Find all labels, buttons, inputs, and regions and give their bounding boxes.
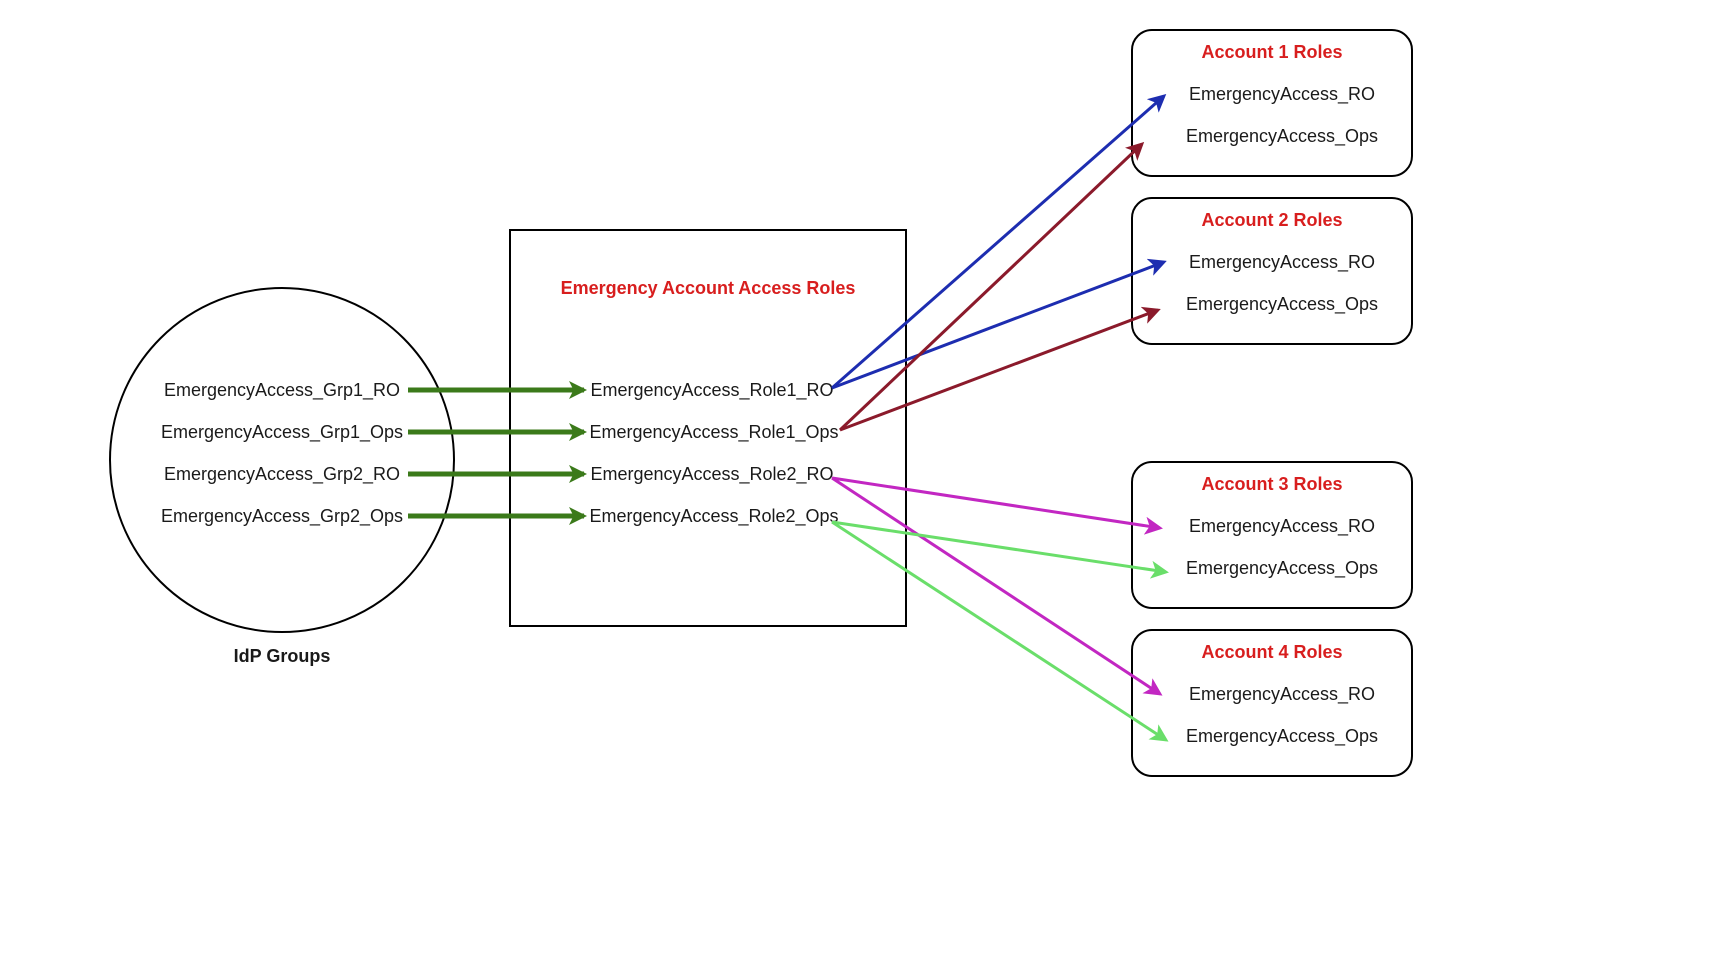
account-role-label: EmergencyAccess_Ops <box>1186 126 1378 147</box>
diagram-svg: EmergencyAccess_Grp1_RO EmergencyAccess_G… <box>0 0 1728 967</box>
account-title: Account 2 Roles <box>1201 210 1342 230</box>
account-role-label: EmergencyAccess_Ops <box>1186 294 1378 315</box>
idp-circle <box>110 288 454 632</box>
center-title: Emergency Account Access Roles <box>561 278 856 298</box>
account-role-label: EmergencyAccess_RO <box>1189 684 1375 705</box>
arrow-center-to-account <box>832 478 1160 528</box>
arrow-center-to-account <box>840 310 1158 430</box>
account-role-label: EmergencyAccess_Ops <box>1186 726 1378 747</box>
account-role-label: EmergencyAccess_RO <box>1189 516 1375 537</box>
idp-group-label: EmergencyAccess_Grp2_Ops <box>161 506 403 527</box>
arrow-center-to-account <box>832 96 1164 388</box>
account-title: Account 4 Roles <box>1201 642 1342 662</box>
center-role-label: EmergencyAccess_Role2_Ops <box>589 506 838 527</box>
account-role-label: EmergencyAccess_RO <box>1189 252 1375 273</box>
account-role-label: EmergencyAccess_Ops <box>1186 558 1378 579</box>
arrow-center-to-account <box>832 478 1160 694</box>
center-role-label: EmergencyAccess_Role1_RO <box>590 380 833 401</box>
center-role-label: EmergencyAccess_Role1_Ops <box>589 422 838 443</box>
idp-group-label: EmergencyAccess_Grp2_RO <box>164 464 400 485</box>
idp-group-label: EmergencyAccess_Grp1_RO <box>164 380 400 401</box>
center-role-label: EmergencyAccess_Role2_RO <box>590 464 833 485</box>
arrow-center-to-account <box>832 522 1166 572</box>
account-title: Account 3 Roles <box>1201 474 1342 494</box>
idp-caption: IdP Groups <box>234 646 331 666</box>
account-role-label: EmergencyAccess_RO <box>1189 84 1375 105</box>
idp-group-label: EmergencyAccess_Grp1_Ops <box>161 422 403 443</box>
arrow-center-to-account <box>832 522 1166 740</box>
account-title: Account 1 Roles <box>1201 42 1342 62</box>
